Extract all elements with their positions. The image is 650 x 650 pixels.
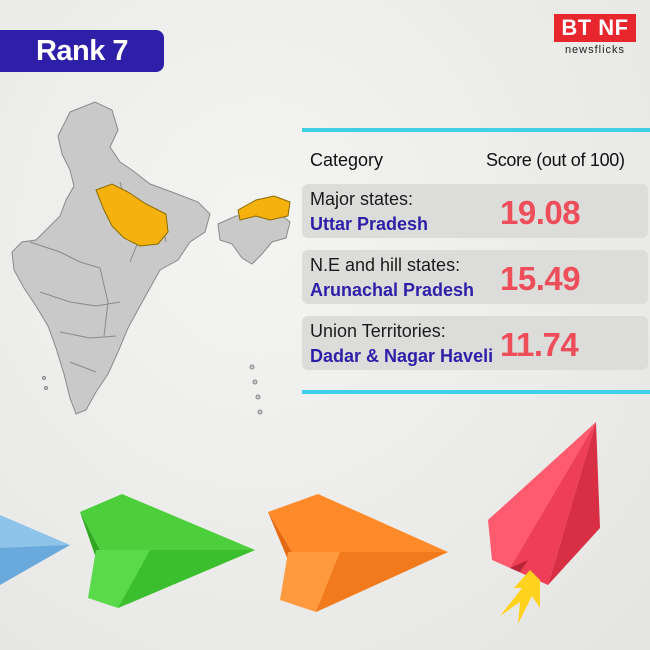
blue-paper-plane — [0, 515, 70, 585]
row-score: 19.08 — [500, 194, 581, 231]
map-uttar-pradesh — [95, 183, 169, 247]
table-row: Major states: Uttar Pradesh 19.08 — [302, 184, 648, 238]
panel-bottom-rule — [302, 390, 650, 394]
rank-badge: Rank 7 — [0, 30, 164, 72]
orange-paper-plane — [268, 494, 448, 612]
score-panel: Category Score (out of 100) Major states… — [302, 128, 650, 394]
map-island — [249, 364, 255, 370]
row-category: Union Territories: — [310, 321, 446, 341]
row-state-name: Uttar Pradesh — [310, 214, 429, 234]
row-category: N.E and hill states: — [310, 255, 461, 275]
paper-planes-illustration — [0, 422, 600, 624]
pink-paper-plane — [488, 422, 600, 585]
map-island — [44, 386, 48, 390]
map-island — [42, 376, 46, 380]
table-row: N.E and hill states: Arunachal Pradesh 1… — [302, 250, 648, 304]
header-score: Score (out of 100) — [486, 150, 625, 170]
map-island — [252, 379, 258, 385]
header-category: Category — [310, 150, 384, 170]
logo-mark: BT NF — [554, 14, 636, 42]
map-landmass — [11, 101, 211, 415]
map-island — [255, 394, 261, 400]
table-header: Category Score (out of 100) — [302, 146, 650, 174]
panel-top-rule — [302, 128, 650, 132]
row-score: 11.74 — [500, 326, 579, 363]
row-state-name: Arunachal Pradesh — [310, 280, 475, 300]
row-category: Major states: — [310, 189, 414, 209]
flame-icon — [500, 570, 540, 624]
map-arunachal-pradesh — [237, 195, 291, 221]
brand-logo: BT NF newsflicks — [554, 14, 636, 58]
map-island — [257, 409, 263, 415]
row-score: 15.49 — [500, 260, 581, 297]
india-map — [11, 101, 291, 415]
row-state-name: Dadar & Nagar Haveli — [310, 346, 494, 366]
logo-subtitle: newsflicks — [564, 44, 626, 56]
table-row: Union Territories: Dadar & Nagar Haveli … — [302, 316, 648, 370]
map-northeast — [217, 213, 291, 265]
green-paper-plane — [80, 494, 255, 608]
